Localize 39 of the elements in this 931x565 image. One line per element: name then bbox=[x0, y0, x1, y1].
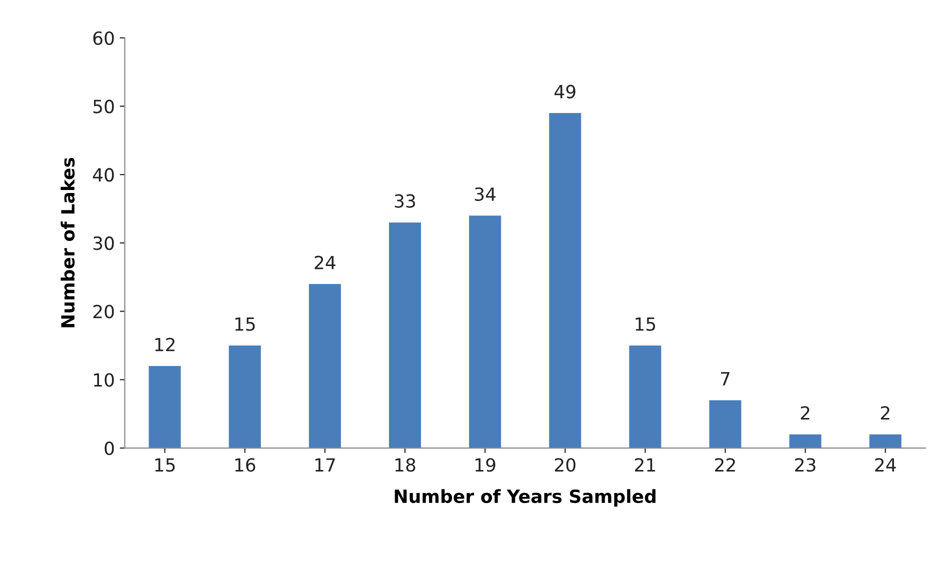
data-label: 2 bbox=[880, 406, 890, 420]
data-label: 12 bbox=[155, 338, 174, 352]
x-tick-label: 19 bbox=[476, 458, 496, 472]
y-tick-label: 50 bbox=[93, 100, 114, 114]
y-tick-label: 0 bbox=[104, 442, 114, 456]
bar bbox=[308, 284, 341, 448]
y-tick-label: 40 bbox=[92, 168, 114, 182]
bar bbox=[148, 366, 181, 448]
data-label: 33 bbox=[394, 194, 416, 208]
bar bbox=[629, 346, 662, 448]
x-tick-label: 23 bbox=[795, 458, 816, 472]
x-tick-label: 24 bbox=[875, 458, 896, 472]
x-tick-label: 20 bbox=[554, 458, 576, 472]
x-tick-label: 17 bbox=[315, 458, 335, 472]
y-tick-label: 30 bbox=[93, 236, 114, 250]
data-label: 49 bbox=[554, 84, 576, 98]
x-tick-label: 18 bbox=[395, 458, 416, 472]
data-label: 24 bbox=[314, 256, 336, 270]
y-tick-label: 10 bbox=[94, 373, 114, 387]
x-axis-title: Number of Years Sampled bbox=[394, 489, 656, 507]
bar bbox=[469, 216, 502, 448]
y-tick-label: 60 bbox=[93, 31, 114, 45]
data-label: 15 bbox=[636, 317, 656, 331]
y-tick-label: 20 bbox=[93, 304, 114, 318]
x-tick-label: 21 bbox=[635, 458, 656, 472]
bar bbox=[789, 434, 822, 448]
bar bbox=[388, 222, 421, 448]
data-label: 34 bbox=[474, 187, 496, 201]
data-label: 2 bbox=[800, 406, 810, 420]
bar bbox=[869, 434, 902, 448]
y-axis-title: Number of Lakes bbox=[60, 158, 75, 328]
bar bbox=[228, 346, 261, 448]
x-tick-label: 16 bbox=[235, 458, 256, 472]
bar bbox=[709, 400, 742, 448]
x-tick-label: 22 bbox=[715, 458, 735, 472]
data-label: 7 bbox=[720, 372, 730, 386]
x-tick-label: 15 bbox=[155, 458, 175, 472]
bar bbox=[549, 113, 582, 448]
data-label: 15 bbox=[235, 317, 255, 331]
